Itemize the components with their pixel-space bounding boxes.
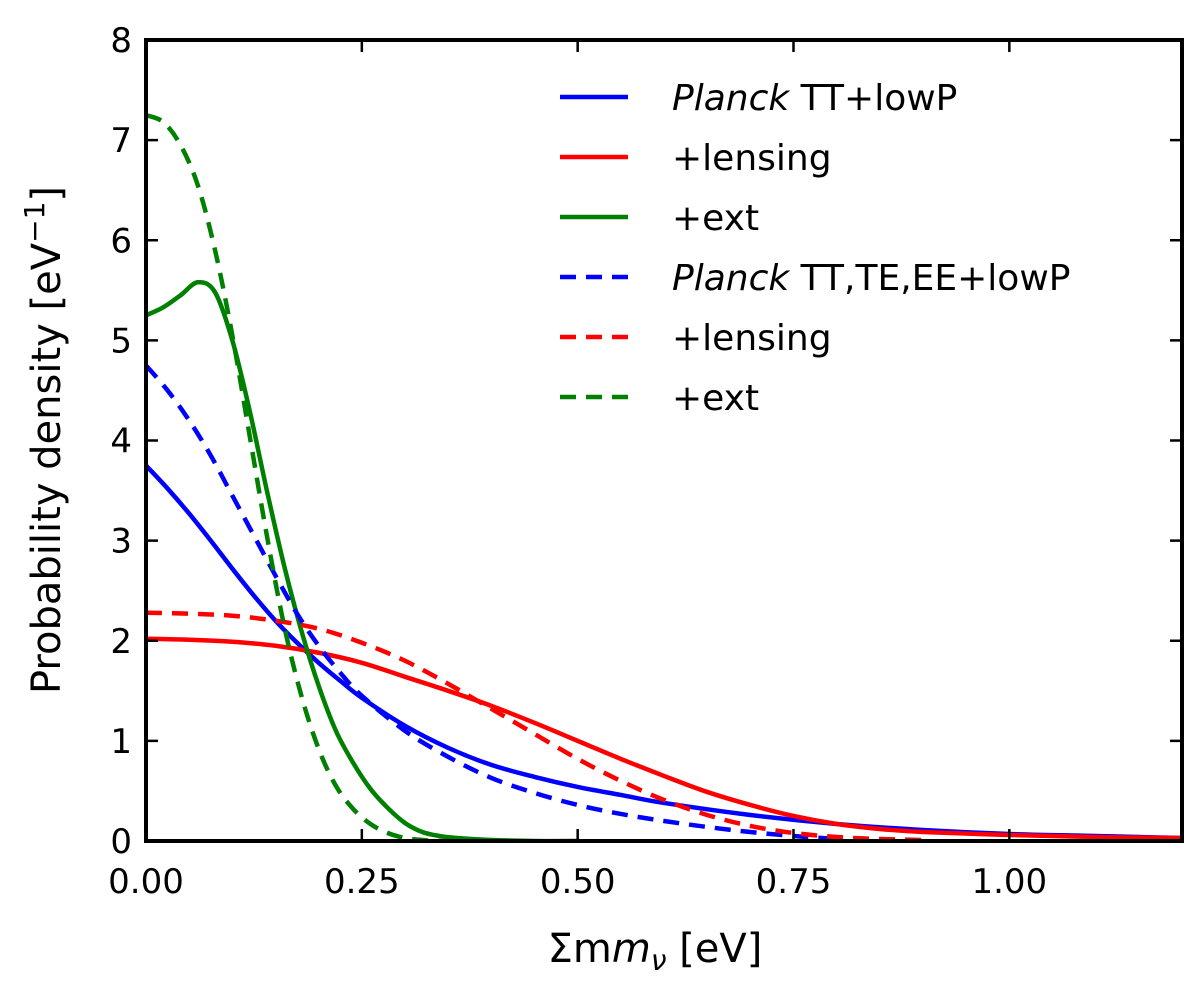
y-tick-label: 8 [110, 21, 132, 61]
legend-label-ttteee-lowp-lensing: +lensing [672, 318, 832, 359]
x-tick-label: 0.00 [108, 862, 184, 902]
legend-label-ttteee-lowp: Planck TT,TE,EE+lowP [672, 258, 1070, 299]
series-line-tt-lowp-ext [146, 279, 578, 841]
y-tick-label: 5 [110, 321, 132, 361]
y-axis-label: Probability density [eV−1] [18, 186, 70, 694]
y-tick-label: 7 [110, 121, 132, 161]
y-tick-label: 2 [110, 622, 132, 662]
x-tick-label: 0.25 [324, 862, 400, 902]
legend-label-tt-lowp: Planck TT+lowP [672, 78, 957, 119]
series-line-ttteee-lowp-lensing [146, 610, 924, 841]
tick-layer: 0.00 0.25 0.50 0.75 1.00 0 1 2 3 4 5 6 7 8 [108, 21, 1182, 902]
series-layer [146, 112, 1182, 841]
plot-frame [144, 38, 1184, 843]
legend-label-tt-lowp-lensing: +lensing [672, 138, 832, 179]
y-tick-label: 6 [110, 221, 132, 261]
y-tick-label: 1 [110, 722, 132, 762]
y-tick-label: 0 [110, 822, 132, 862]
series-line-ttteee-lowp-ext [146, 112, 457, 841]
x-axis-label: Σmmν [eV] [548, 926, 763, 977]
y-tick-label: 3 [110, 522, 132, 562]
legend-label-tt-lowp-ext: +ext [672, 198, 759, 239]
x-tick-label: 0.75 [756, 862, 832, 902]
x-tick-label: 0.50 [540, 862, 616, 902]
series-line-ttteee-lowp [146, 363, 837, 841]
x-tick-label: 1.00 [971, 862, 1047, 902]
series-line-tt-lowp-lensing [146, 636, 1182, 841]
legend-label-ttteee-lowp-ext: +ext [672, 378, 759, 419]
y-tick-label: 4 [110, 422, 132, 462]
legend: Planck TT+lowP +lensing +ext Planck TT,TE,E… [560, 78, 1070, 419]
